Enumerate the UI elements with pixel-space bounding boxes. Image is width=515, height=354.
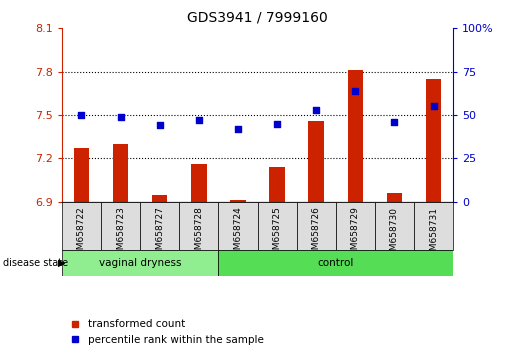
Bar [113,144,128,202]
Text: GSM658725: GSM658725 [272,207,282,262]
Text: GSM658722: GSM658722 [77,207,86,261]
Point [351,88,359,93]
Bar [258,202,297,250]
Bar [191,164,207,202]
Bar [414,202,453,250]
Bar [179,202,218,250]
Text: GSM658723: GSM658723 [116,207,125,262]
Point [430,103,438,109]
Bar [140,202,179,250]
Bar [297,202,336,250]
Title: GDS3941 / 7999160: GDS3941 / 7999160 [187,10,328,24]
Point [234,126,242,132]
Bar [101,202,140,250]
Bar [375,202,414,250]
Point [156,122,164,128]
Bar [230,200,246,202]
Text: GSM658730: GSM658730 [390,207,399,262]
Text: vaginal dryness: vaginal dryness [99,258,181,268]
Bar [426,79,441,202]
Text: control: control [318,258,354,268]
Text: GSM658726: GSM658726 [312,207,321,262]
Bar [308,121,324,202]
Bar [336,202,375,250]
Bar [348,70,363,202]
Text: GSM658727: GSM658727 [155,207,164,262]
Text: GSM658731: GSM658731 [429,207,438,262]
Text: GSM658728: GSM658728 [194,207,203,262]
Bar [269,167,285,202]
Point [312,107,320,113]
Point [390,119,399,125]
Bar [152,195,167,202]
Point [195,118,203,123]
Point [273,121,281,127]
Text: ▶: ▶ [58,258,65,268]
Text: GSM658724: GSM658724 [233,207,243,261]
Legend: transformed count, percentile rank within the sample: transformed count, percentile rank withi… [67,315,268,349]
Point [77,112,85,118]
Bar [218,250,453,276]
Point [116,114,125,120]
Text: disease state: disease state [3,258,67,268]
Bar [74,148,89,202]
Bar [62,202,101,250]
Bar [387,193,402,202]
Bar [62,250,218,276]
Text: GSM658729: GSM658729 [351,207,360,262]
Bar [218,202,258,250]
